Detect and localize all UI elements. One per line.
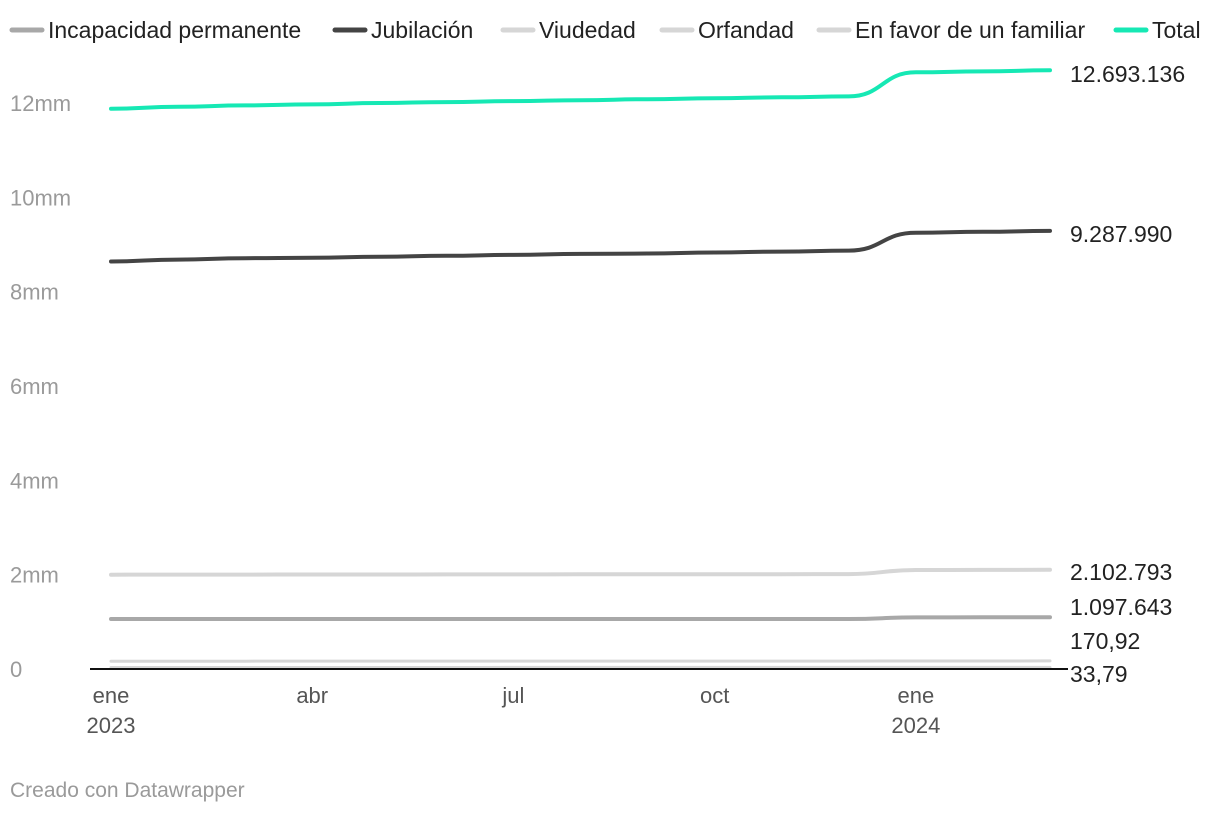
- y-tick-label: 4mm: [10, 468, 59, 493]
- x-axis: ene 2023 abr jul oct ene 2024: [87, 683, 941, 738]
- x-tick-label: jul: [501, 683, 524, 708]
- x-tick-label: ene: [93, 683, 130, 708]
- legend-label-total: Total: [1152, 17, 1201, 43]
- series-line-jubilacion: [109, 228, 1052, 264]
- x-tick-label: oct: [700, 683, 729, 708]
- x-tick-year-label: 2024: [891, 713, 940, 738]
- legend: Incapacidad permanente Jubilación Viudedad…: [9, 17, 1201, 43]
- end-label-en-favor-de-un-familiar: 33,79: [1070, 661, 1128, 687]
- series-line-viudedad: [109, 567, 1052, 577]
- end-label-jubilacion: 9.287.990: [1070, 221, 1172, 247]
- legend-label-viudedad: Viudedad: [539, 17, 636, 43]
- end-label-total: 12.693.136: [1070, 61, 1185, 87]
- y-tick-label: 0: [10, 657, 22, 682]
- end-labels: 1.097.643 9.287.990 2.102.793 170,92 33,79 12…: [1070, 61, 1185, 687]
- y-tick-label: 12mm: [10, 91, 71, 116]
- footer-credit: Creado con Datawrapper: [10, 779, 245, 802]
- x-tick-year-label: 2023: [87, 713, 136, 738]
- legend-label-orfandad: Orfandad: [698, 17, 794, 43]
- y-tick-label: 2mm: [10, 563, 59, 588]
- legend-label-en-favor-de-un-familiar: En favor de un familiar: [855, 17, 1085, 43]
- end-label-incapacidad-permanente: 1.097.643: [1070, 594, 1172, 620]
- end-label-viudedad: 2.102.793: [1070, 559, 1172, 585]
- y-axis: 0 2mm 4mm 6mm 8mm 10mm 12mm: [10, 91, 71, 682]
- legend-label-incapacidad-permanente: Incapacidad permanente: [48, 17, 301, 43]
- x-tick-label: abr: [296, 683, 328, 708]
- x-tick-label: ene: [897, 683, 934, 708]
- series-line-incapacidad-permanente: [109, 615, 1052, 621]
- y-tick-label: 6mm: [10, 374, 59, 399]
- series-line-total: [109, 68, 1052, 111]
- y-tick-label: 10mm: [10, 185, 71, 210]
- y-tick-label: 8mm: [10, 280, 59, 305]
- series-group: [109, 68, 1052, 669]
- legend-label-jubilacion: Jubilación: [371, 17, 473, 43]
- end-label-orfandad: 170,92: [1070, 628, 1140, 654]
